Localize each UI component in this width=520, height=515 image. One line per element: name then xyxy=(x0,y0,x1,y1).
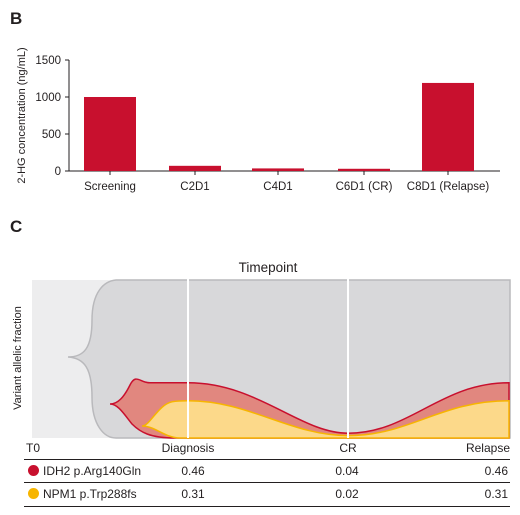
table-top-rule xyxy=(24,459,510,460)
x-tick-label: Screening xyxy=(84,181,136,193)
timepoint-label: Relapse xyxy=(466,441,510,455)
idh2-relapse-value: 0.46 xyxy=(484,464,508,478)
idh2-label: IDH2 p.Arg140Gln xyxy=(43,464,142,478)
idh2-cr-value: 0.04 xyxy=(335,464,359,478)
bar xyxy=(252,168,304,171)
fish-y-axis-title: Variant allelic fraction xyxy=(12,306,24,410)
y-tick-label: 1500 xyxy=(35,55,61,67)
bar xyxy=(169,165,221,171)
table-row: NPM1 p.Trp288fs 0.31 0.02 0.31 xyxy=(24,483,510,505)
idh2-diagnosis-value: 0.46 xyxy=(181,464,205,478)
panel-b-letter: B xyxy=(10,9,23,28)
timepoint-label: CR xyxy=(339,441,357,455)
npm1-label: NPM1 p.Trp288fs xyxy=(43,487,137,501)
x-tick-label: C6D1 (CR) xyxy=(336,181,393,193)
npm1-color-dot xyxy=(28,488,39,499)
y-axis-title: 2-HG concentration (ng/mL) xyxy=(16,47,28,183)
timepoint-label: T0 xyxy=(26,441,40,455)
bar xyxy=(84,97,136,171)
bar xyxy=(338,168,390,171)
timepoint-label: Diagnosis xyxy=(162,441,215,455)
x-tick-label: C8D1 (Relapse) xyxy=(407,181,490,193)
table-mid-rule xyxy=(24,482,510,483)
y-tick-label: 1000 xyxy=(35,92,61,104)
npm1-relapse-value: 0.31 xyxy=(484,487,508,501)
x-tick-label: C4D1 xyxy=(263,181,292,193)
bar xyxy=(422,82,474,171)
y-tick-label: 500 xyxy=(42,129,61,141)
table-row: IDH2 p.Arg140Gln 0.46 0.04 0.46 xyxy=(24,460,510,482)
x-tick-label: C2D1 xyxy=(180,181,209,193)
panel-c-letter: C xyxy=(10,217,23,236)
npm1-cr-value: 0.02 xyxy=(335,487,359,501)
table-bottom-rule xyxy=(24,506,510,507)
npm1-clone-area xyxy=(141,400,510,439)
y-tick-label: 0 xyxy=(55,166,61,178)
npm1-diagnosis-value: 0.31 xyxy=(181,487,205,501)
fish-plot-title: Timepoint xyxy=(239,260,298,275)
idh2-color-dot xyxy=(28,465,39,476)
bar-chart: 0 500 1000 1500 2-HG concentration (ng/mL) Sc… xyxy=(16,47,500,193)
